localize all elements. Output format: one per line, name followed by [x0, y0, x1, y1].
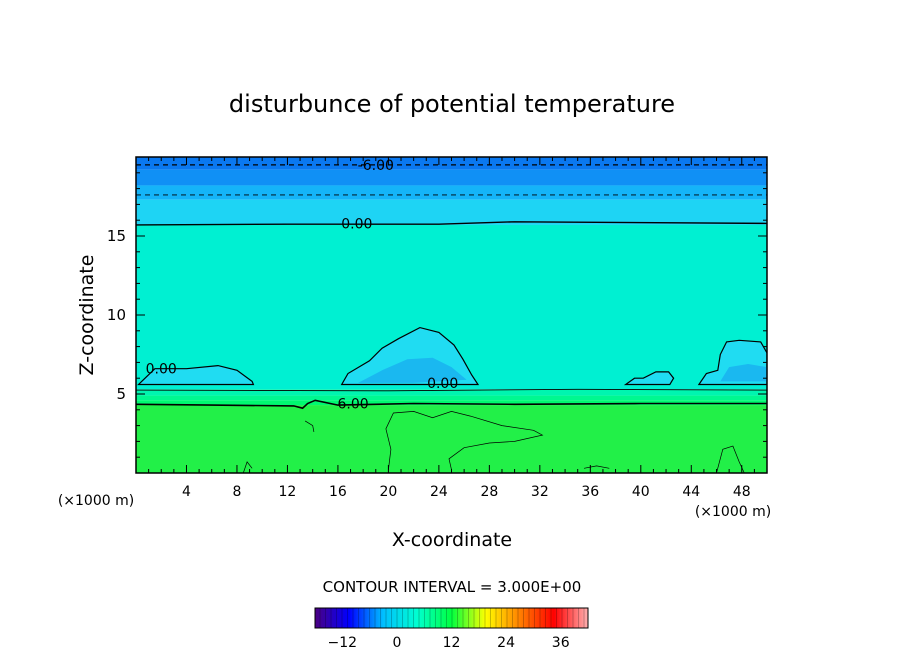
colorbar-tick-label: 36	[552, 635, 570, 651]
contour-label: 6.00	[337, 396, 368, 412]
x-tick-label: 48	[733, 484, 751, 500]
x-tick-label: 24	[430, 484, 448, 500]
contour-line-small	[304, 420, 315, 432]
x-tick-label: 12	[279, 484, 297, 500]
y-tick-label: 5	[116, 385, 126, 403]
colorbar: −12 0 12 24 36	[314, 607, 589, 651]
contour-label: 0.00	[146, 362, 177, 378]
contour-band-1	[136, 169, 767, 186]
colorbar-tick-label: 24	[497, 635, 515, 651]
contour-band-2	[136, 185, 767, 200]
y-axis-label: Z-coordinate	[76, 255, 98, 376]
x-tick-label: 8	[232, 484, 241, 500]
contour-band-5	[136, 389, 767, 396]
contour-line-small-3	[583, 465, 610, 469]
anomaly-cloud-2	[623, 371, 675, 386]
contour-band-8	[136, 405, 767, 473]
anomaly-core-0	[358, 357, 467, 383]
x-unit-left: (×1000 m)	[58, 493, 134, 509]
contour-label: 0.00	[427, 376, 458, 392]
contour-line-0-top	[136, 221, 767, 226]
colorbar-tick-label: −12	[328, 635, 358, 651]
anomaly-cloud-0	[137, 364, 255, 386]
contour-band-0	[136, 157, 767, 170]
contour-line-6	[136, 399, 767, 410]
x-tick-label: 4	[182, 484, 191, 500]
contour-band-7	[136, 400, 767, 406]
x-tick-label: 20	[379, 484, 397, 500]
x-tick-label: 36	[581, 484, 599, 500]
contour-line-9	[385, 411, 544, 470]
x-tick-label: 44	[682, 484, 700, 500]
contour-band-6	[136, 395, 767, 401]
y-tick-label: 10	[107, 306, 126, 324]
contour-band-3	[136, 199, 767, 225]
y-tick-label: 15	[107, 227, 126, 245]
chart-title: disturbunce of potential temperature	[229, 90, 675, 118]
contour-line-3	[136, 388, 767, 392]
colorbar-stripes	[315, 608, 588, 628]
x-tick-label: 28	[480, 484, 498, 500]
anomaly-core-1	[720, 364, 767, 382]
x-axis-label: X-coordinate	[392, 529, 512, 551]
contour-label: -6.00	[358, 158, 394, 174]
plot-area	[136, 157, 767, 473]
colorbar-frame	[314, 607, 589, 629]
x-tick-label: 40	[632, 484, 650, 500]
contour-line-small-2	[242, 461, 253, 473]
x-unit-right: (×1000 m)	[695, 504, 771, 520]
contour-line-small-4	[716, 445, 745, 473]
colorbar-tick-label: 12	[443, 635, 461, 651]
colorbar-tick-label: 0	[392, 635, 401, 651]
x-tick-label: 32	[531, 484, 549, 500]
contour-label: 0.00	[341, 216, 372, 232]
x-tick-label: 16	[329, 484, 347, 500]
contour-interval-label: CONTOUR INTERVAL = 3.000E+00	[323, 578, 582, 596]
